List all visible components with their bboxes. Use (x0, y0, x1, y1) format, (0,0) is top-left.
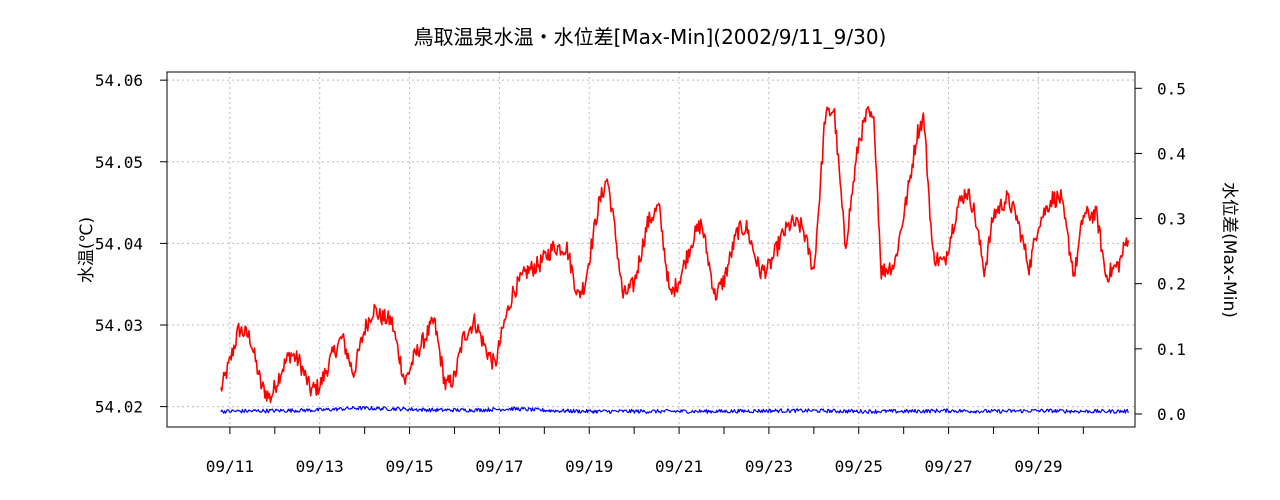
x-tick-label: 09/25 (835, 457, 883, 476)
x-tick-label: 09/23 (745, 457, 793, 476)
plot-frame (166, 71, 1136, 428)
x-tick-label: 09/17 (475, 457, 523, 476)
y-right-tick-label: 0.0 (1157, 405, 1186, 424)
y-left-tick-label: 54.02 (95, 398, 143, 417)
y-left-tick-label: 54.06 (95, 71, 143, 90)
chart-title: 鳥取温泉水温・水位差[Max-Min](2002/9/11_9/30) (414, 25, 887, 49)
y-left-tick-label: 54.04 (95, 234, 143, 253)
x-tick-label: 09/27 (925, 457, 973, 476)
y-right-tick-label: 0.2 (1157, 275, 1186, 294)
series-line-water-level-diff (220, 405, 1129, 414)
y-right-tick-label: 0.3 (1157, 210, 1186, 229)
series-water-level-diff (220, 405, 1129, 414)
y-right-axis-label: 水位差(Max-Min) (1219, 182, 1239, 318)
x-tick-label: 09/13 (296, 457, 344, 476)
grid-lines (167, 72, 1135, 427)
x-tick-label: 09/15 (385, 457, 433, 476)
axis-ticks: 09/11 09/13 09/15 09/17 09/19 09/21 09/23 09/25… (95, 71, 1186, 476)
series-line-water-temp (220, 106, 1130, 404)
y-left-tick-label: 54.03 (95, 316, 143, 335)
x-tick-label: 09/19 (565, 457, 613, 476)
series-water-temp (220, 106, 1130, 404)
y-right-tick-label: 0.1 (1157, 340, 1186, 359)
y-right-tick-label: 0.4 (1157, 144, 1186, 163)
x-tick-label: 09/11 (206, 457, 254, 476)
y-left-tick-label: 54.05 (95, 153, 143, 172)
y-right-tick-label: 0.5 (1157, 79, 1186, 98)
x-tick-label: 09/29 (1014, 457, 1062, 476)
x-tick-label: 09/21 (655, 457, 703, 476)
y-left-axis-label: 水温(℃) (77, 217, 97, 283)
